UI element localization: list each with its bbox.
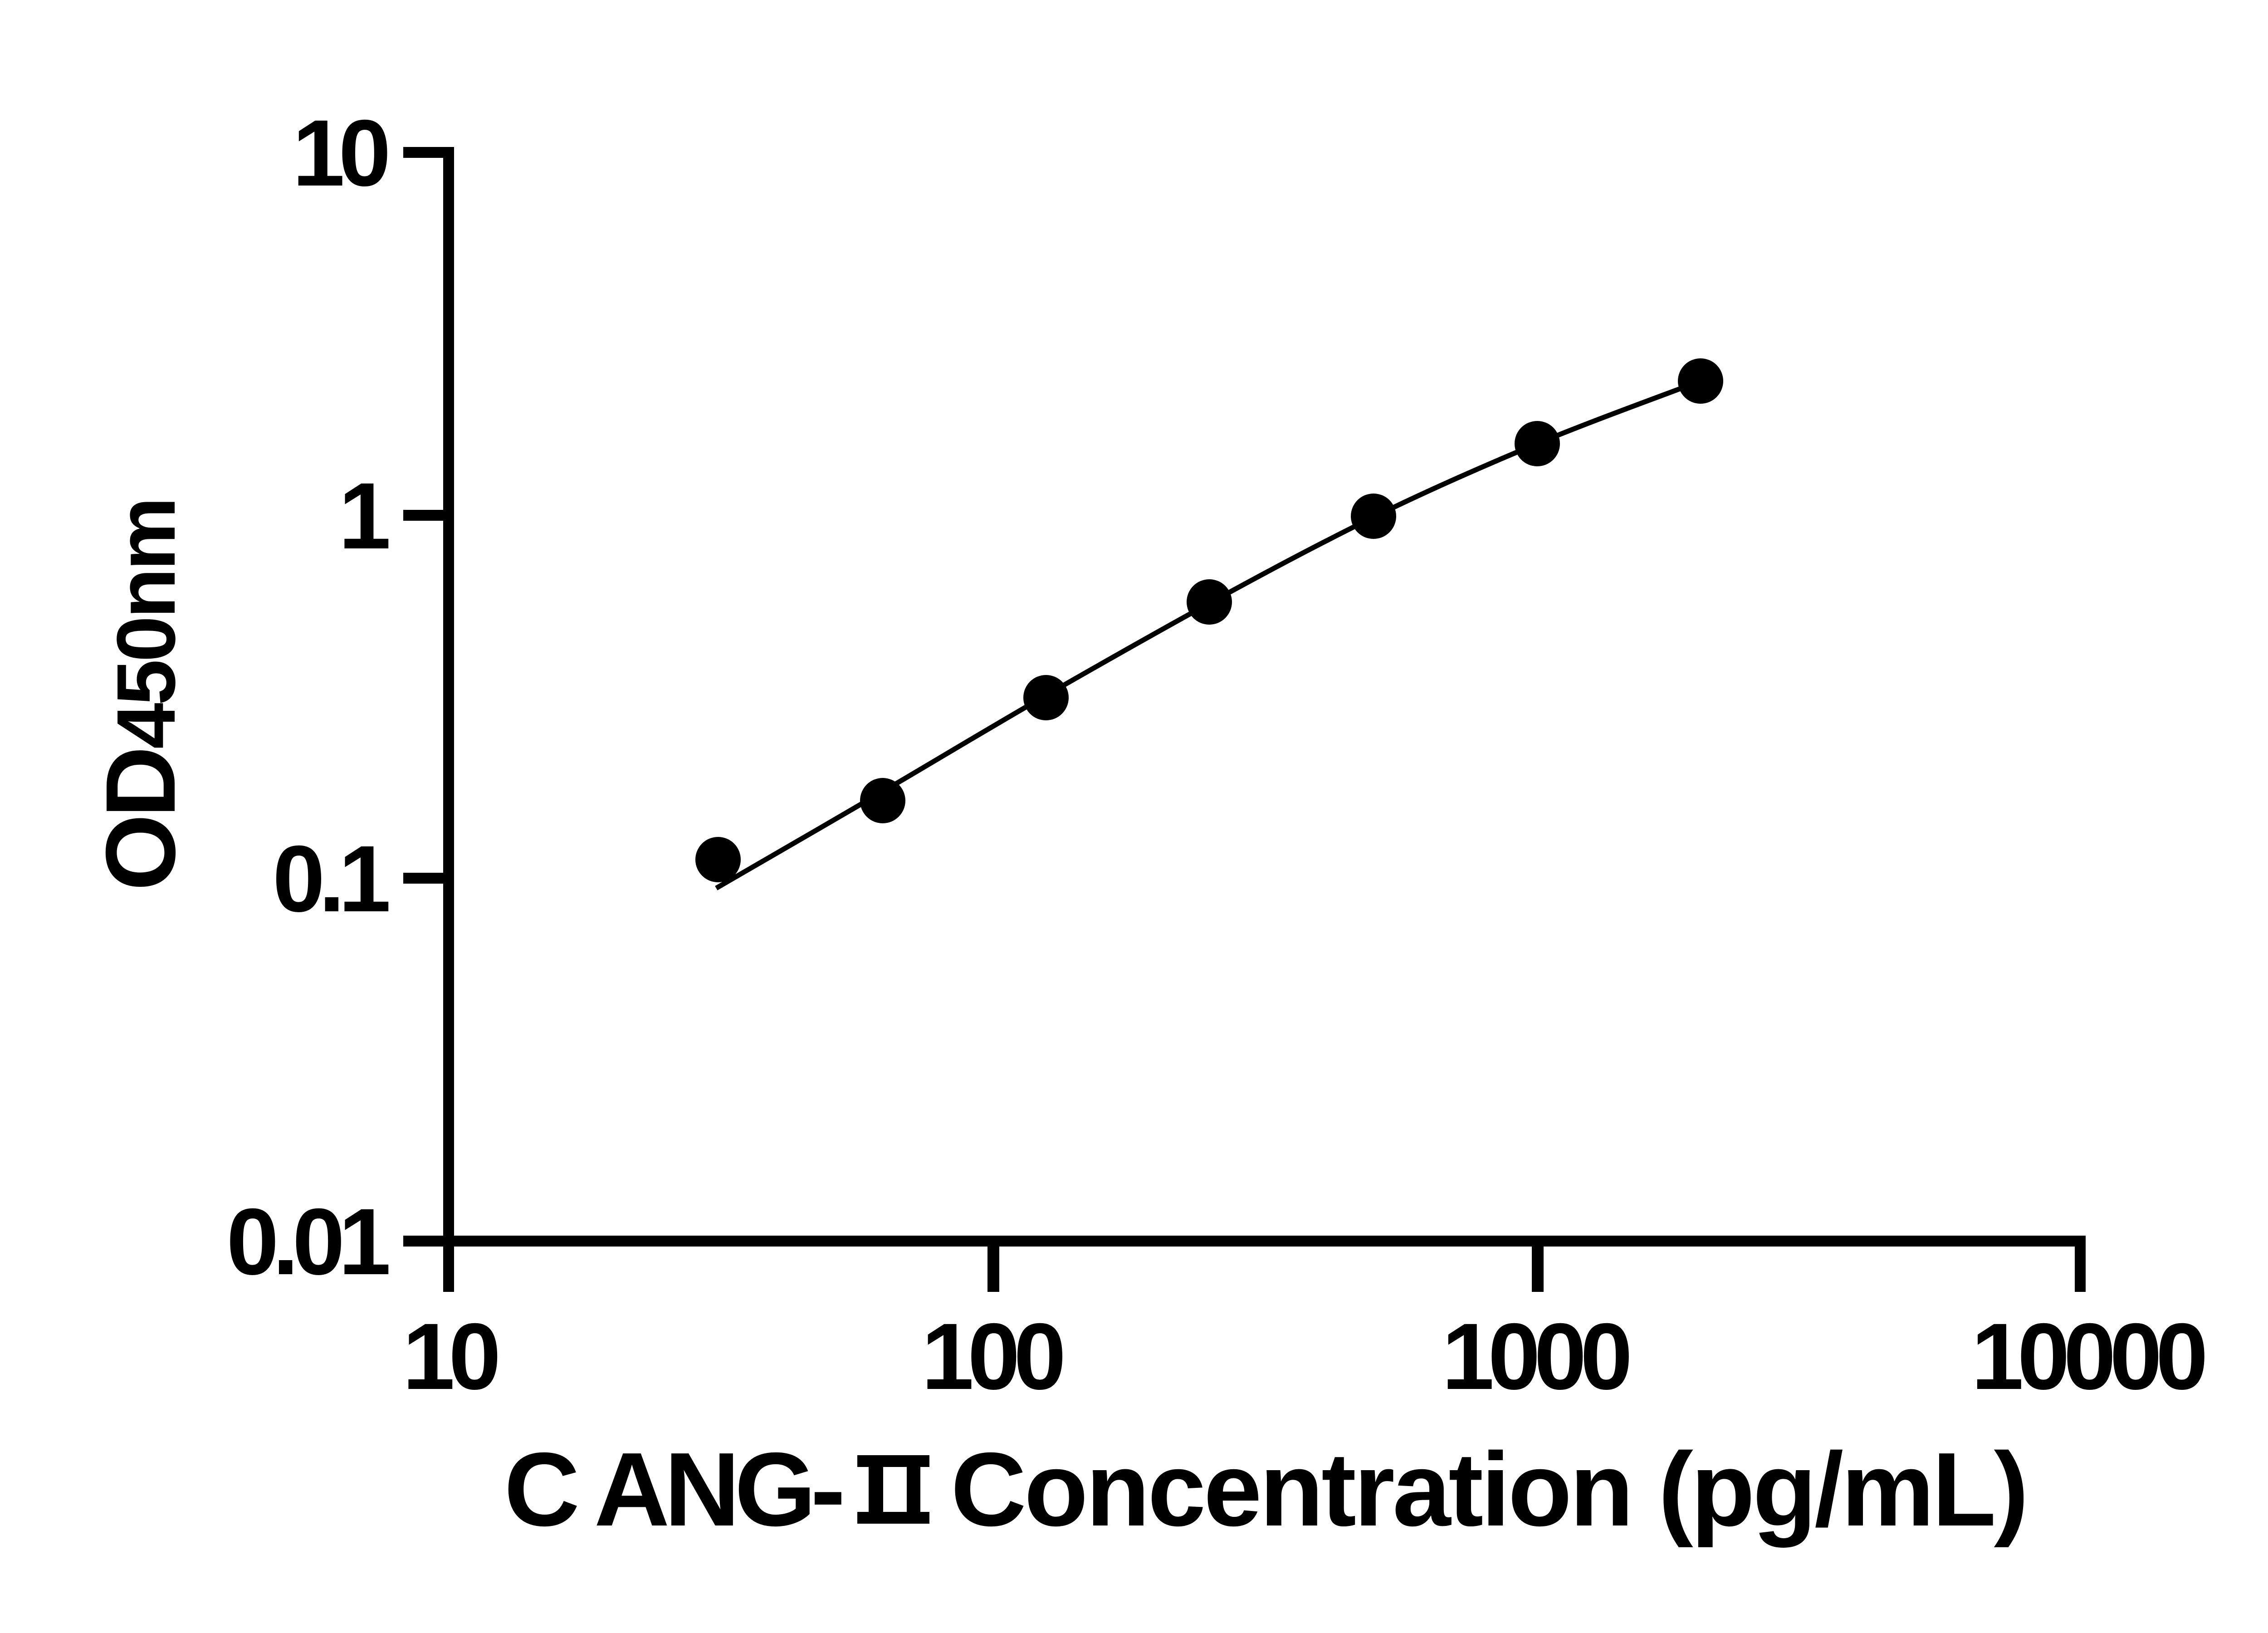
svg-text:10: 10: [402, 1304, 498, 1409]
svg-text:10000: 10000: [1971, 1304, 2205, 1409]
svg-text:0.01: 0.01: [226, 1189, 388, 1295]
svg-text:10: 10: [293, 101, 388, 206]
svg-text:100: 100: [921, 1304, 1062, 1409]
svg-text:0.1: 0.1: [273, 826, 388, 932]
svg-text:1000: 1000: [1442, 1304, 1629, 1409]
svg-text:C ANG-: C ANG-: [504, 1431, 841, 1548]
svg-text:Concentration (pg/mL): Concentration (pg/mL): [951, 1431, 2027, 1548]
svg-text:450nm: 450nm: [99, 499, 192, 749]
svg-text:1: 1: [338, 464, 388, 569]
svg-text:OD: OD: [86, 750, 196, 891]
